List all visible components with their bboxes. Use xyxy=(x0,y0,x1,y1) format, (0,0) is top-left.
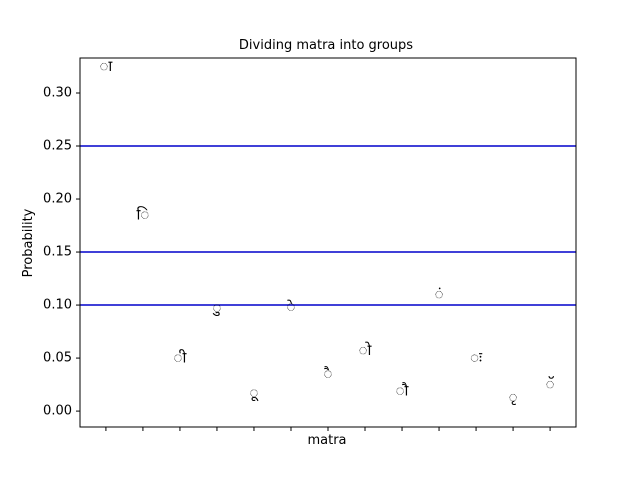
axes-frame xyxy=(79,57,577,428)
data-point-5: े xyxy=(287,298,296,316)
data-point-2: ी xyxy=(174,349,188,367)
chart-title: Dividing matra into groups xyxy=(239,38,413,53)
data-point-3: ु xyxy=(212,299,221,317)
data-point-1: ि xyxy=(137,205,150,223)
data-point-6: ै xyxy=(324,364,333,382)
data-point-0: ा xyxy=(100,57,114,75)
y-tick-label-1: 0.05 xyxy=(43,351,72,366)
data-point-8: ौ xyxy=(396,381,410,399)
plot-area: ािीुूेैोौंःृॅ 0.00 0.05 0.10 0.15 0.20 0.25 0.3… xyxy=(43,57,577,431)
data-point-11: ृ xyxy=(509,388,518,406)
x-axis-title: matra xyxy=(307,433,346,448)
y-axis-title: Probability xyxy=(21,208,36,277)
data-point-12: ॅ xyxy=(546,375,555,393)
y-tick-label-0: 0.00 xyxy=(43,404,72,419)
y-tick-label-5: 0.25 xyxy=(43,139,72,154)
data-point-4: ू xyxy=(250,384,259,402)
y-tick-label-3: 0.15 xyxy=(43,245,72,260)
data-point-10: ः xyxy=(470,349,483,367)
y-tick-label-4: 0.20 xyxy=(43,192,72,207)
data-point-7: ो xyxy=(359,341,373,359)
y-tick-label-6: 0.30 xyxy=(43,85,72,100)
data-point-9: ं xyxy=(435,285,444,303)
y-tick-label-2: 0.10 xyxy=(43,298,72,313)
